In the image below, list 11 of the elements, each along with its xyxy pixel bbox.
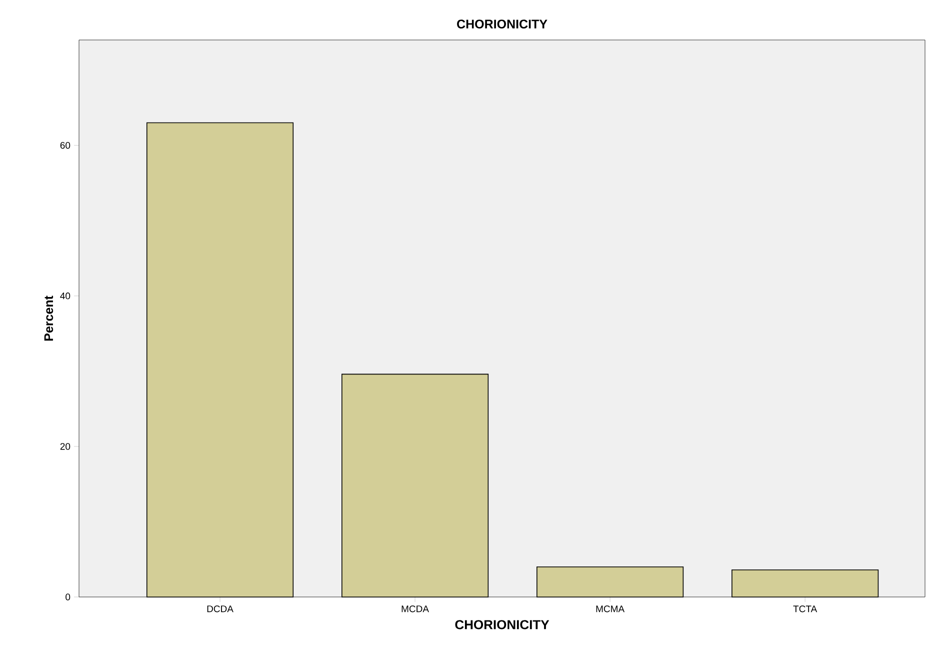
y-tick-label: 20 bbox=[60, 443, 70, 450]
x-tick-label: MCMA bbox=[596, 605, 625, 612]
x-tick-label: DCDA bbox=[207, 605, 234, 612]
x-tick-label: TCTA bbox=[793, 605, 818, 612]
y-tick-label: 60 bbox=[60, 142, 70, 149]
x-axis-title: CHORIONICITY bbox=[455, 620, 550, 630]
y-axis-title: Percent bbox=[44, 296, 54, 341]
x-tick-label: MCDA bbox=[402, 605, 429, 612]
y-tick-label: 40 bbox=[60, 292, 70, 300]
y-tick-label: 0 bbox=[66, 594, 70, 600]
chart-title: CHORIONICITY bbox=[457, 20, 548, 28]
